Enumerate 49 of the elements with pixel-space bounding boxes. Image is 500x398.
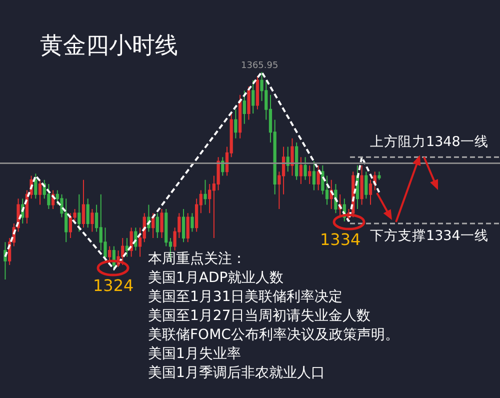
candlestick [312,160,316,191]
candlestick [242,90,246,124]
candlestick [247,86,250,120]
candlestick [186,212,190,243]
candlestick [299,156,302,185]
text: 美国1月季调后非农就业人口 [148,365,325,381]
candlestick [82,179,86,228]
candlestick [234,108,238,139]
candlestick [256,76,260,110]
candlestick [308,164,312,185]
candlestick [364,171,368,200]
ref-line-label: 下方支撑1334一线 [370,228,488,244]
candlestick [204,179,207,206]
candlestick [134,227,138,251]
candlestick [221,156,224,176]
text: 美联储FOMC公布利率决议及政策声明。 [148,327,399,343]
candlestick [252,80,255,114]
chart-title: 黄金四小时线 [40,33,178,60]
text: 美国1月失业率 [148,346,241,362]
annotation: 美国1月ADP就业人数 [148,270,284,286]
candlestick [86,198,90,228]
candlestick [68,212,72,239]
text: 1365.95 [241,61,278,71]
annotation: 1334 [320,230,361,249]
candlestick [160,208,164,239]
candlestick [295,142,298,180]
candlestick [125,238,129,258]
candlestick [316,164,320,191]
candlestick [290,138,294,176]
candlestick [47,184,50,210]
text: 美国至1月31日美联储利率决定 [148,289,343,305]
annotation: 本周重点关注： [148,251,246,267]
candlestick [156,212,159,239]
candlestick [38,179,42,206]
text: 美国至1月27日当周初请失业金人数 [148,308,371,324]
candlestick [286,146,290,172]
candlestick [90,208,94,232]
candlestick [378,171,381,180]
candlestick [182,208,186,243]
candlestick [360,164,364,206]
candlestick [304,156,307,180]
candlestick [34,173,38,200]
annotation: 1324 [93,276,134,295]
candlestick [238,94,242,139]
candlestick [78,194,81,232]
candlestick [130,227,133,258]
ref-line-label: 上方阻力1348一线 [370,134,488,150]
candlestick [152,212,155,239]
candlestick [190,212,194,232]
